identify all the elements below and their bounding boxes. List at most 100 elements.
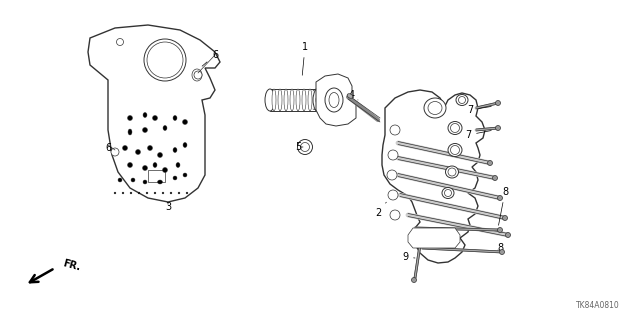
Ellipse shape — [157, 152, 163, 158]
Ellipse shape — [390, 125, 400, 135]
Text: 8: 8 — [499, 187, 508, 225]
Ellipse shape — [152, 115, 157, 121]
Ellipse shape — [127, 115, 132, 121]
Ellipse shape — [296, 89, 300, 111]
Ellipse shape — [114, 192, 116, 194]
Ellipse shape — [157, 180, 163, 184]
Ellipse shape — [128, 129, 132, 135]
Ellipse shape — [458, 97, 465, 103]
Ellipse shape — [284, 89, 288, 111]
Text: FR.: FR. — [62, 258, 82, 272]
Ellipse shape — [173, 147, 177, 152]
Ellipse shape — [387, 170, 397, 180]
Text: 5: 5 — [295, 142, 303, 152]
Ellipse shape — [146, 192, 148, 194]
Ellipse shape — [388, 150, 398, 160]
Text: TK84A0810: TK84A0810 — [576, 301, 620, 310]
Ellipse shape — [183, 173, 187, 177]
Ellipse shape — [278, 89, 282, 111]
Ellipse shape — [448, 168, 456, 176]
Ellipse shape — [493, 175, 497, 181]
Ellipse shape — [136, 150, 141, 154]
Polygon shape — [408, 228, 460, 248]
Ellipse shape — [163, 167, 168, 173]
Ellipse shape — [388, 190, 398, 200]
Ellipse shape — [448, 144, 462, 157]
Ellipse shape — [495, 100, 500, 106]
Text: 3: 3 — [165, 202, 171, 212]
Ellipse shape — [497, 227, 502, 233]
Ellipse shape — [319, 98, 321, 102]
Ellipse shape — [147, 42, 183, 78]
Ellipse shape — [290, 89, 294, 111]
Ellipse shape — [348, 94, 353, 98]
Ellipse shape — [138, 192, 140, 194]
Text: 4: 4 — [349, 90, 358, 100]
Ellipse shape — [143, 113, 147, 117]
Ellipse shape — [497, 196, 502, 201]
Ellipse shape — [272, 89, 276, 111]
Ellipse shape — [122, 192, 124, 194]
Ellipse shape — [448, 122, 462, 135]
Ellipse shape — [456, 94, 468, 106]
Ellipse shape — [442, 188, 454, 198]
Ellipse shape — [173, 115, 177, 121]
Ellipse shape — [451, 145, 460, 154]
Ellipse shape — [390, 210, 400, 220]
Ellipse shape — [195, 72, 200, 78]
Ellipse shape — [111, 148, 119, 156]
Ellipse shape — [127, 162, 132, 167]
Text: 9: 9 — [402, 252, 415, 262]
Ellipse shape — [445, 166, 458, 178]
Ellipse shape — [153, 162, 157, 167]
Text: 7: 7 — [467, 105, 492, 115]
Ellipse shape — [183, 143, 187, 147]
Ellipse shape — [162, 192, 164, 194]
Ellipse shape — [163, 125, 167, 130]
Text: 8: 8 — [497, 243, 503, 253]
Ellipse shape — [428, 101, 442, 115]
Polygon shape — [382, 90, 485, 263]
Ellipse shape — [506, 233, 511, 238]
Ellipse shape — [143, 166, 147, 170]
Ellipse shape — [154, 192, 156, 194]
Ellipse shape — [495, 125, 500, 130]
Text: 2: 2 — [375, 202, 387, 218]
Ellipse shape — [265, 89, 275, 111]
Ellipse shape — [143, 180, 147, 184]
Ellipse shape — [170, 192, 172, 194]
Ellipse shape — [186, 192, 188, 194]
Ellipse shape — [325, 88, 343, 112]
Polygon shape — [88, 25, 220, 202]
Ellipse shape — [194, 71, 202, 79]
Ellipse shape — [122, 145, 127, 151]
Ellipse shape — [131, 178, 135, 182]
Ellipse shape — [192, 69, 202, 81]
Ellipse shape — [308, 89, 312, 111]
Ellipse shape — [412, 278, 417, 283]
Polygon shape — [316, 74, 356, 126]
Ellipse shape — [298, 139, 312, 154]
Ellipse shape — [302, 89, 306, 111]
Ellipse shape — [130, 192, 132, 194]
Ellipse shape — [488, 160, 493, 166]
Ellipse shape — [176, 162, 180, 167]
Ellipse shape — [173, 176, 177, 180]
Ellipse shape — [118, 178, 122, 182]
Ellipse shape — [502, 216, 508, 220]
Text: 7: 7 — [465, 130, 492, 140]
Text: 6: 6 — [105, 143, 111, 153]
Ellipse shape — [144, 39, 186, 81]
Ellipse shape — [301, 143, 310, 152]
Text: 6: 6 — [202, 50, 218, 66]
Polygon shape — [148, 170, 165, 182]
Text: 1: 1 — [302, 42, 308, 75]
Ellipse shape — [329, 93, 339, 108]
Ellipse shape — [147, 145, 152, 151]
Ellipse shape — [313, 87, 327, 113]
Ellipse shape — [182, 120, 188, 124]
Ellipse shape — [116, 39, 124, 46]
Ellipse shape — [424, 98, 446, 118]
Ellipse shape — [143, 128, 147, 132]
Ellipse shape — [499, 249, 504, 255]
